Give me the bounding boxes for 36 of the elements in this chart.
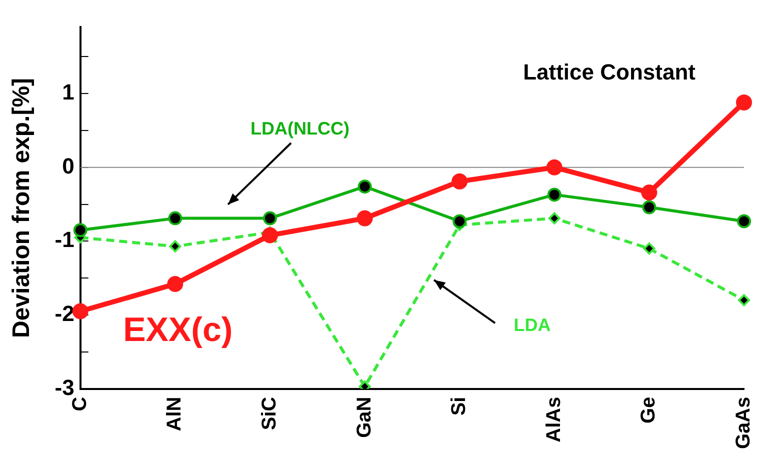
x-tick-label: Ge xyxy=(638,396,660,424)
point xyxy=(262,227,278,244)
point xyxy=(736,94,752,110)
x-tick-label: SiC xyxy=(258,396,280,430)
point xyxy=(168,211,182,226)
point xyxy=(737,214,751,228)
series-label: EXX(c) xyxy=(123,311,233,350)
y-tick-label: -2 xyxy=(54,301,74,326)
point xyxy=(642,200,656,214)
x-tick-label: GaAs xyxy=(732,396,755,450)
x-tick-label: GaN xyxy=(353,396,376,438)
point xyxy=(356,210,373,226)
text: LDA xyxy=(514,315,551,336)
point xyxy=(548,212,560,224)
point xyxy=(167,276,184,292)
point xyxy=(452,173,468,190)
point xyxy=(643,242,656,255)
y-tick-label: 0 xyxy=(62,153,74,178)
point xyxy=(547,188,562,202)
point xyxy=(169,240,182,252)
text: Lattice Constant xyxy=(523,60,696,85)
x-tick-label: AlAs xyxy=(542,396,565,442)
point xyxy=(546,159,562,176)
point xyxy=(452,214,467,228)
y-tick-label: -1 xyxy=(54,227,74,252)
point xyxy=(358,180,372,194)
y-tick-label: 1 xyxy=(62,80,74,105)
x-tick-label: AlN xyxy=(164,396,186,432)
point xyxy=(738,294,750,306)
point xyxy=(72,303,88,320)
point xyxy=(641,184,658,200)
point xyxy=(73,223,88,238)
y-axis-title: Deviation from exp.[%] xyxy=(8,78,36,338)
text: LDA(NLCC) xyxy=(250,118,350,138)
point xyxy=(262,211,277,226)
x-tick-label: Si xyxy=(448,396,470,416)
